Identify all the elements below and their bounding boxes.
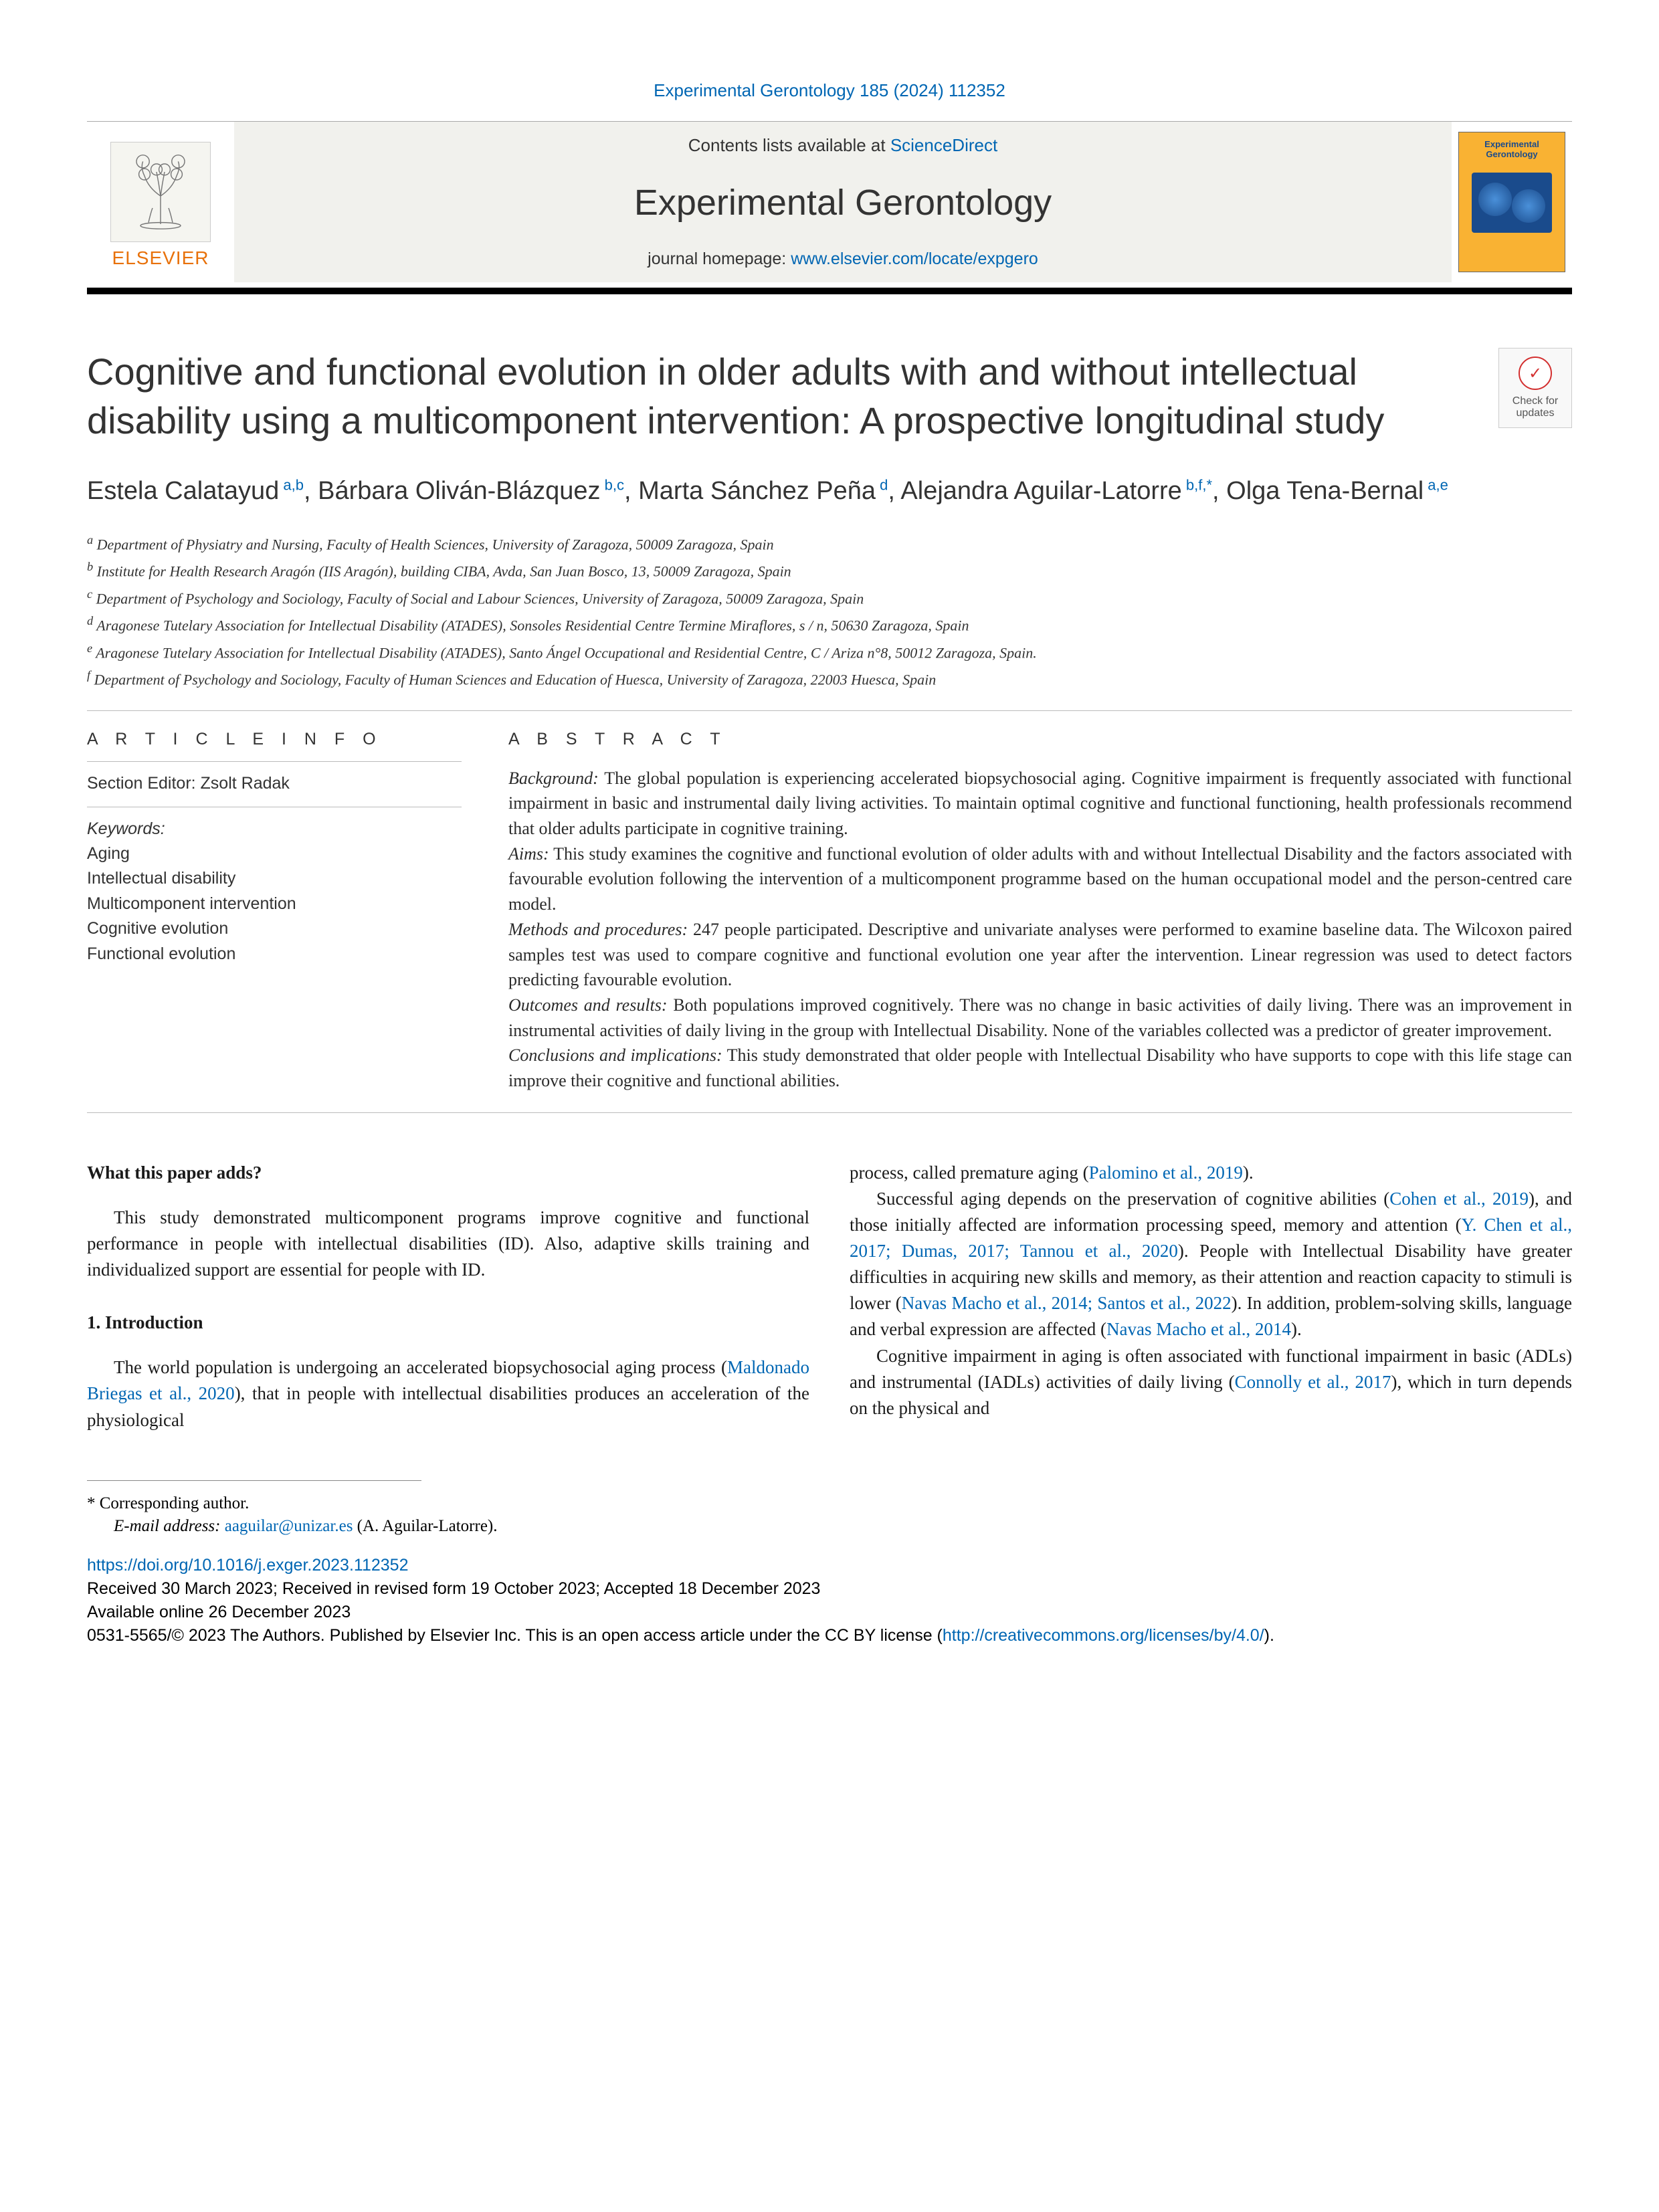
contents-prefix: Contents lists available at [688, 135, 890, 155]
abstract-heading: A B S T R A C T [508, 730, 1572, 749]
publisher-name: ELSEVIER [112, 247, 209, 269]
citation-link[interactable]: Y. Chen et al., 2017; Dumas, 2017; Tanno… [850, 1215, 1572, 1261]
footer-separator [87, 1480, 421, 1481]
keyword: Aging [87, 841, 462, 867]
email-person: (A. Aguilar-Latorre). [353, 1517, 497, 1535]
body-text: What this paper adds? This study demonst… [87, 1160, 1572, 1433]
citation-link[interactable]: Navas Macho et al., 2014 [1106, 1319, 1291, 1339]
keywords-list: AgingIntellectual disabilityMulticompone… [87, 841, 462, 967]
updates-label: Check for updates [1499, 395, 1571, 419]
journal-cover-icon: Experimental Gerontology [1458, 132, 1565, 272]
abstract-body: Background: The global population is exp… [508, 766, 1572, 1094]
divider [87, 710, 1572, 711]
keyword: Intellectual disability [87, 866, 462, 892]
article-title: Cognitive and functional evolution in ol… [87, 348, 1498, 445]
affiliation: f Department of Psychology and Sociology… [87, 666, 1572, 692]
paragraph: Cognitive impairment in aging is often a… [850, 1343, 1572, 1421]
section-heading-adds: What this paper adds? [87, 1160, 809, 1186]
citation-link[interactable]: Connolly et al., 2017 [1235, 1372, 1391, 1392]
journal-name: Experimental Gerontology [634, 182, 1052, 223]
divider-2 [87, 1112, 1572, 1113]
license-link[interactable]: http://creativecommons.org/licenses/by/4… [943, 1626, 1264, 1645]
affiliations: a Department of Physiatry and Nursing, F… [87, 530, 1572, 692]
keyword: Functional evolution [87, 942, 462, 967]
header-rule [87, 288, 1572, 294]
cover-box: Experimental Gerontology [1452, 122, 1572, 282]
copyright-line: 0531-5565/© 2023 The Authors. Published … [87, 1626, 1572, 1645]
info-heading: A R T I C L E I N F O [87, 730, 462, 749]
keyword: Cognitive evolution [87, 916, 462, 942]
crossmark-icon: ✓ [1519, 357, 1552, 390]
cover-art-icon [1472, 173, 1552, 233]
copyright-suffix: ). [1264, 1626, 1274, 1645]
keywords-label: Keywords: [87, 819, 462, 839]
text: process, called premature aging ( [850, 1163, 1089, 1183]
left-column: What this paper adds? This study demonst… [87, 1160, 809, 1433]
right-column: process, called premature aging (Palomin… [850, 1160, 1572, 1433]
email-link[interactable]: aaguilar@unizar.es [225, 1517, 353, 1535]
corresponding-note: * Corresponding author. [87, 1494, 1572, 1513]
available-date: Available online 26 December 2023 [87, 1603, 1572, 1622]
citation-link[interactable]: Palomino et al., 2019 [1089, 1163, 1243, 1183]
text: ). [1243, 1163, 1254, 1183]
email-line: E-mail address: aaguilar@unizar.es (A. A… [87, 1517, 1572, 1536]
sciencedirect-link[interactable]: ScienceDirect [890, 135, 997, 155]
homepage-link[interactable]: www.elsevier.com/locate/expgero [791, 249, 1038, 268]
paragraph: This study demonstrated multicomponent p… [87, 1205, 809, 1283]
received-dates: Received 30 March 2023; Received in revi… [87, 1579, 1572, 1599]
doi-link[interactable]: https://doi.org/10.1016/j.exger.2023.112… [87, 1556, 408, 1575]
check-updates-button[interactable]: ✓ Check for updates [1498, 348, 1572, 428]
affiliation: c Department of Psychology and Sociology… [87, 585, 1572, 611]
article-info: A R T I C L E I N F O Section Editor: Zs… [87, 730, 462, 1094]
citation-link[interactable]: Navas Macho et al., 2014; Santos et al.,… [902, 1293, 1232, 1313]
cover-title: Experimental Gerontology [1466, 139, 1558, 159]
affiliation: e Aragonese Tutelary Association for Int… [87, 639, 1572, 665]
homepage-line: journal homepage: www.elsevier.com/locat… [648, 249, 1038, 269]
keyword: Multicomponent intervention [87, 892, 462, 917]
elsevier-tree-icon [110, 142, 211, 242]
contents-line: Contents lists available at ScienceDirec… [688, 135, 997, 156]
paragraph: process, called premature aging (Palomin… [850, 1160, 1572, 1186]
journal-header: ELSEVIER Contents lists available at Sci… [87, 121, 1572, 282]
affiliation: b Institute for Health Research Aragón (… [87, 557, 1572, 583]
affiliation: d Aragonese Tutelary Association for Int… [87, 611, 1572, 637]
section-editor: Section Editor: Zsolt Radak [87, 774, 462, 793]
paragraph: Successful aging depends on the preserva… [850, 1186, 1572, 1343]
header-center: Contents lists available at ScienceDirec… [234, 122, 1452, 282]
copyright-text: 0531-5565/© 2023 The Authors. Published … [87, 1626, 943, 1645]
citation-link[interactable]: Cohen et al., 2019 [1389, 1189, 1529, 1209]
homepage-prefix: journal homepage: [648, 249, 791, 268]
section-heading-intro: 1. Introduction [87, 1310, 809, 1336]
info-rule [87, 761, 462, 762]
running-citation: Experimental Gerontology 185 (2024) 1123… [87, 80, 1572, 101]
affiliation: a Department of Physiatry and Nursing, F… [87, 530, 1572, 557]
paragraph: The world population is undergoing an ac… [87, 1354, 809, 1433]
text: The world population is undergoing an ac… [114, 1357, 727, 1377]
publisher-logo-box: ELSEVIER [87, 122, 234, 282]
authors-line: Estela Calatayud a,b, Bárbara Oliván-Blá… [87, 472, 1572, 510]
abstract: A B S T R A C T Background: The global p… [508, 730, 1572, 1094]
email-label: E-mail address: [114, 1517, 225, 1535]
